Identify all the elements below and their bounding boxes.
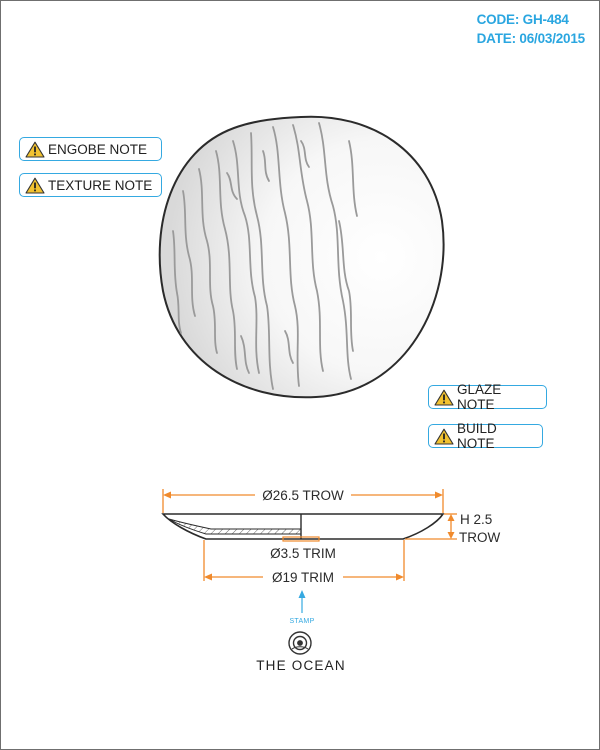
stamp-logo-icon	[288, 631, 312, 655]
plate-top-view	[158, 115, 445, 399]
base-diameter-arrow-left	[204, 573, 212, 581]
height-arrow-top	[447, 514, 455, 521]
drawing-date: DATE: 06/03/2015	[476, 31, 586, 46]
base-diameter-label: Ø19 TRIM	[272, 570, 334, 585]
outer-diameter-arrow-left	[163, 491, 171, 499]
engobe-note-label: ENGOBE NOTE	[48, 141, 148, 157]
plate-side-section	[161, 513, 445, 542]
warning-icon	[434, 389, 454, 406]
engobe-note[interactable]: ENGOBE NOTE	[19, 137, 162, 161]
foot-diameter-label: Ø3.5 TRIM	[270, 546, 336, 561]
foot-ring-marker	[282, 536, 320, 542]
stamp-label: STAMP	[289, 618, 314, 625]
warning-icon	[25, 177, 45, 194]
base-diameter-arrow-right	[396, 573, 404, 581]
warning-icon	[434, 428, 454, 445]
height-arrow-bottom	[447, 532, 455, 539]
brand-name: THE OCEAN	[256, 658, 346, 673]
plate-rim-outline	[158, 115, 445, 399]
dimension-lines	[162, 489, 457, 581]
outer-diameter-label: Ø26.5 TROW	[262, 488, 344, 503]
warning-icon	[25, 141, 45, 158]
build-note[interactable]: BUILD NOTE	[428, 421, 543, 451]
wood-texture-lines	[172, 122, 358, 390]
height-label-line1: H 2.5	[460, 512, 492, 527]
glaze-note[interactable]: GLAZE NOTE	[428, 382, 547, 412]
arrow-up-icon	[298, 590, 306, 598]
drawing-code: CODE: GH-484	[476, 12, 569, 27]
outer-diameter-arrow-right	[435, 491, 443, 499]
build-note-label: BUILD NOTE	[457, 421, 497, 451]
texture-note[interactable]: TEXTURE NOTE	[19, 173, 162, 197]
texture-note-label: TEXTURE NOTE	[48, 177, 153, 193]
section-outline	[161, 513, 445, 540]
drawing-code-block: CODE: GH-484 DATE: 06/03/2015	[476, 10, 586, 48]
stamp-pointer	[298, 590, 306, 613]
glaze-note-label: GLAZE NOTE	[457, 382, 502, 412]
height-label-line2: TROW	[459, 530, 500, 545]
